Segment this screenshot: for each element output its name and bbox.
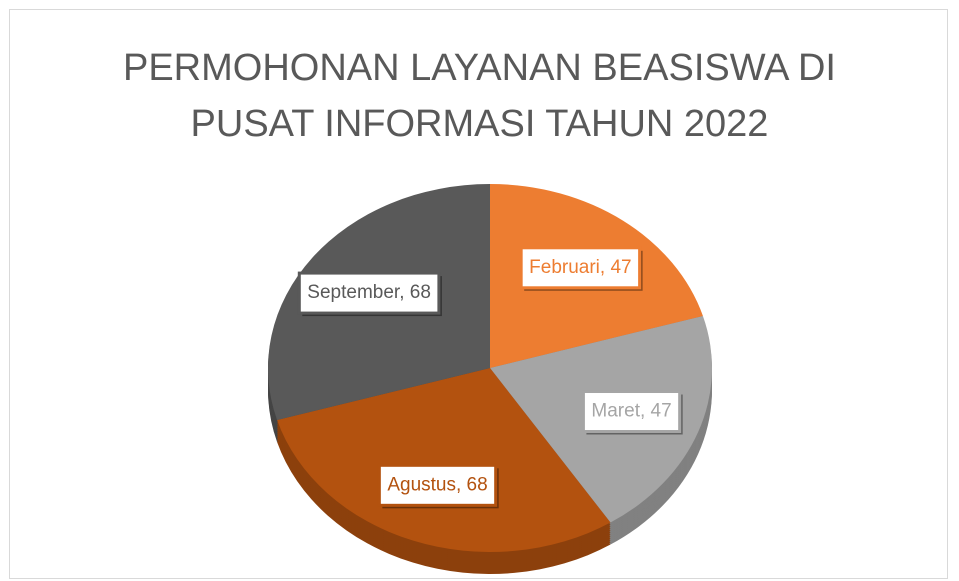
data-label-box	[581, 390, 682, 434]
data-label-box	[297, 271, 441, 315]
data-label: September, 68	[307, 282, 431, 303]
data-label: Agustus, 68	[387, 474, 487, 495]
data-label: Maret, 47	[591, 401, 671, 422]
chart-title-box: PERMOHONAN LAYANAN BEASISWA DI PUSAT INF…	[0, 40, 959, 152]
chart-title: PERMOHONAN LAYANAN BEASISWA DI PUSAT INF…	[122, 47, 836, 145]
data-label-box	[519, 246, 642, 290]
data-label-group: Maret, 47	[581, 390, 683, 435]
data-label-group: Februari, 47	[519, 246, 643, 291]
data-label-group: Agustus, 68	[377, 463, 499, 509]
slice	[277, 368, 611, 553]
data-label-group: September, 68	[297, 271, 442, 317]
chart-frame	[9, 9, 948, 579]
data-label: Februari, 47	[529, 257, 631, 278]
data-label-box	[377, 463, 498, 507]
